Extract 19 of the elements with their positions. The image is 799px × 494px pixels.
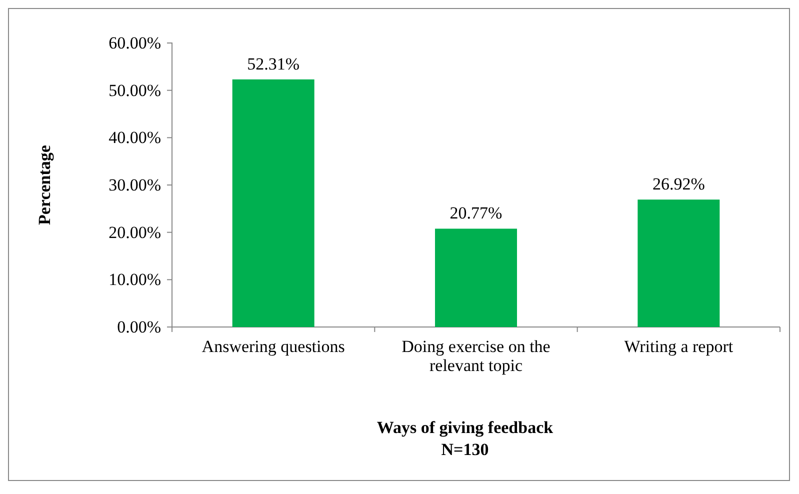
text: N=130 bbox=[441, 440, 489, 459]
y-tick-label: 0.00% bbox=[117, 317, 161, 336]
y-tick-label: 30.00% bbox=[108, 175, 161, 194]
y-tick-label: 20.00% bbox=[108, 222, 161, 242]
data-label: 52.31% bbox=[247, 54, 300, 74]
bar bbox=[435, 228, 517, 327]
y-tick-label: 40.00% bbox=[108, 128, 161, 148]
x-tick-label: Writing a report bbox=[624, 337, 734, 356]
x-tick-label: Answering questions bbox=[202, 337, 345, 356]
y-tick-label: 50.00% bbox=[108, 80, 161, 100]
bar bbox=[232, 79, 314, 327]
data-label: 20.77% bbox=[450, 204, 502, 223]
data-label: 26.92% bbox=[652, 174, 705, 194]
bar bbox=[638, 200, 720, 327]
y-tick-label: 10.00% bbox=[108, 270, 161, 290]
y-axis-title: Percentage bbox=[35, 144, 54, 225]
y-tick-label: 60.00% bbox=[108, 33, 161, 52]
x-tick-label: Doing exercise on the relevant topic bbox=[402, 337, 550, 375]
x-axis-title: Ways of giving feedback bbox=[376, 418, 554, 437]
